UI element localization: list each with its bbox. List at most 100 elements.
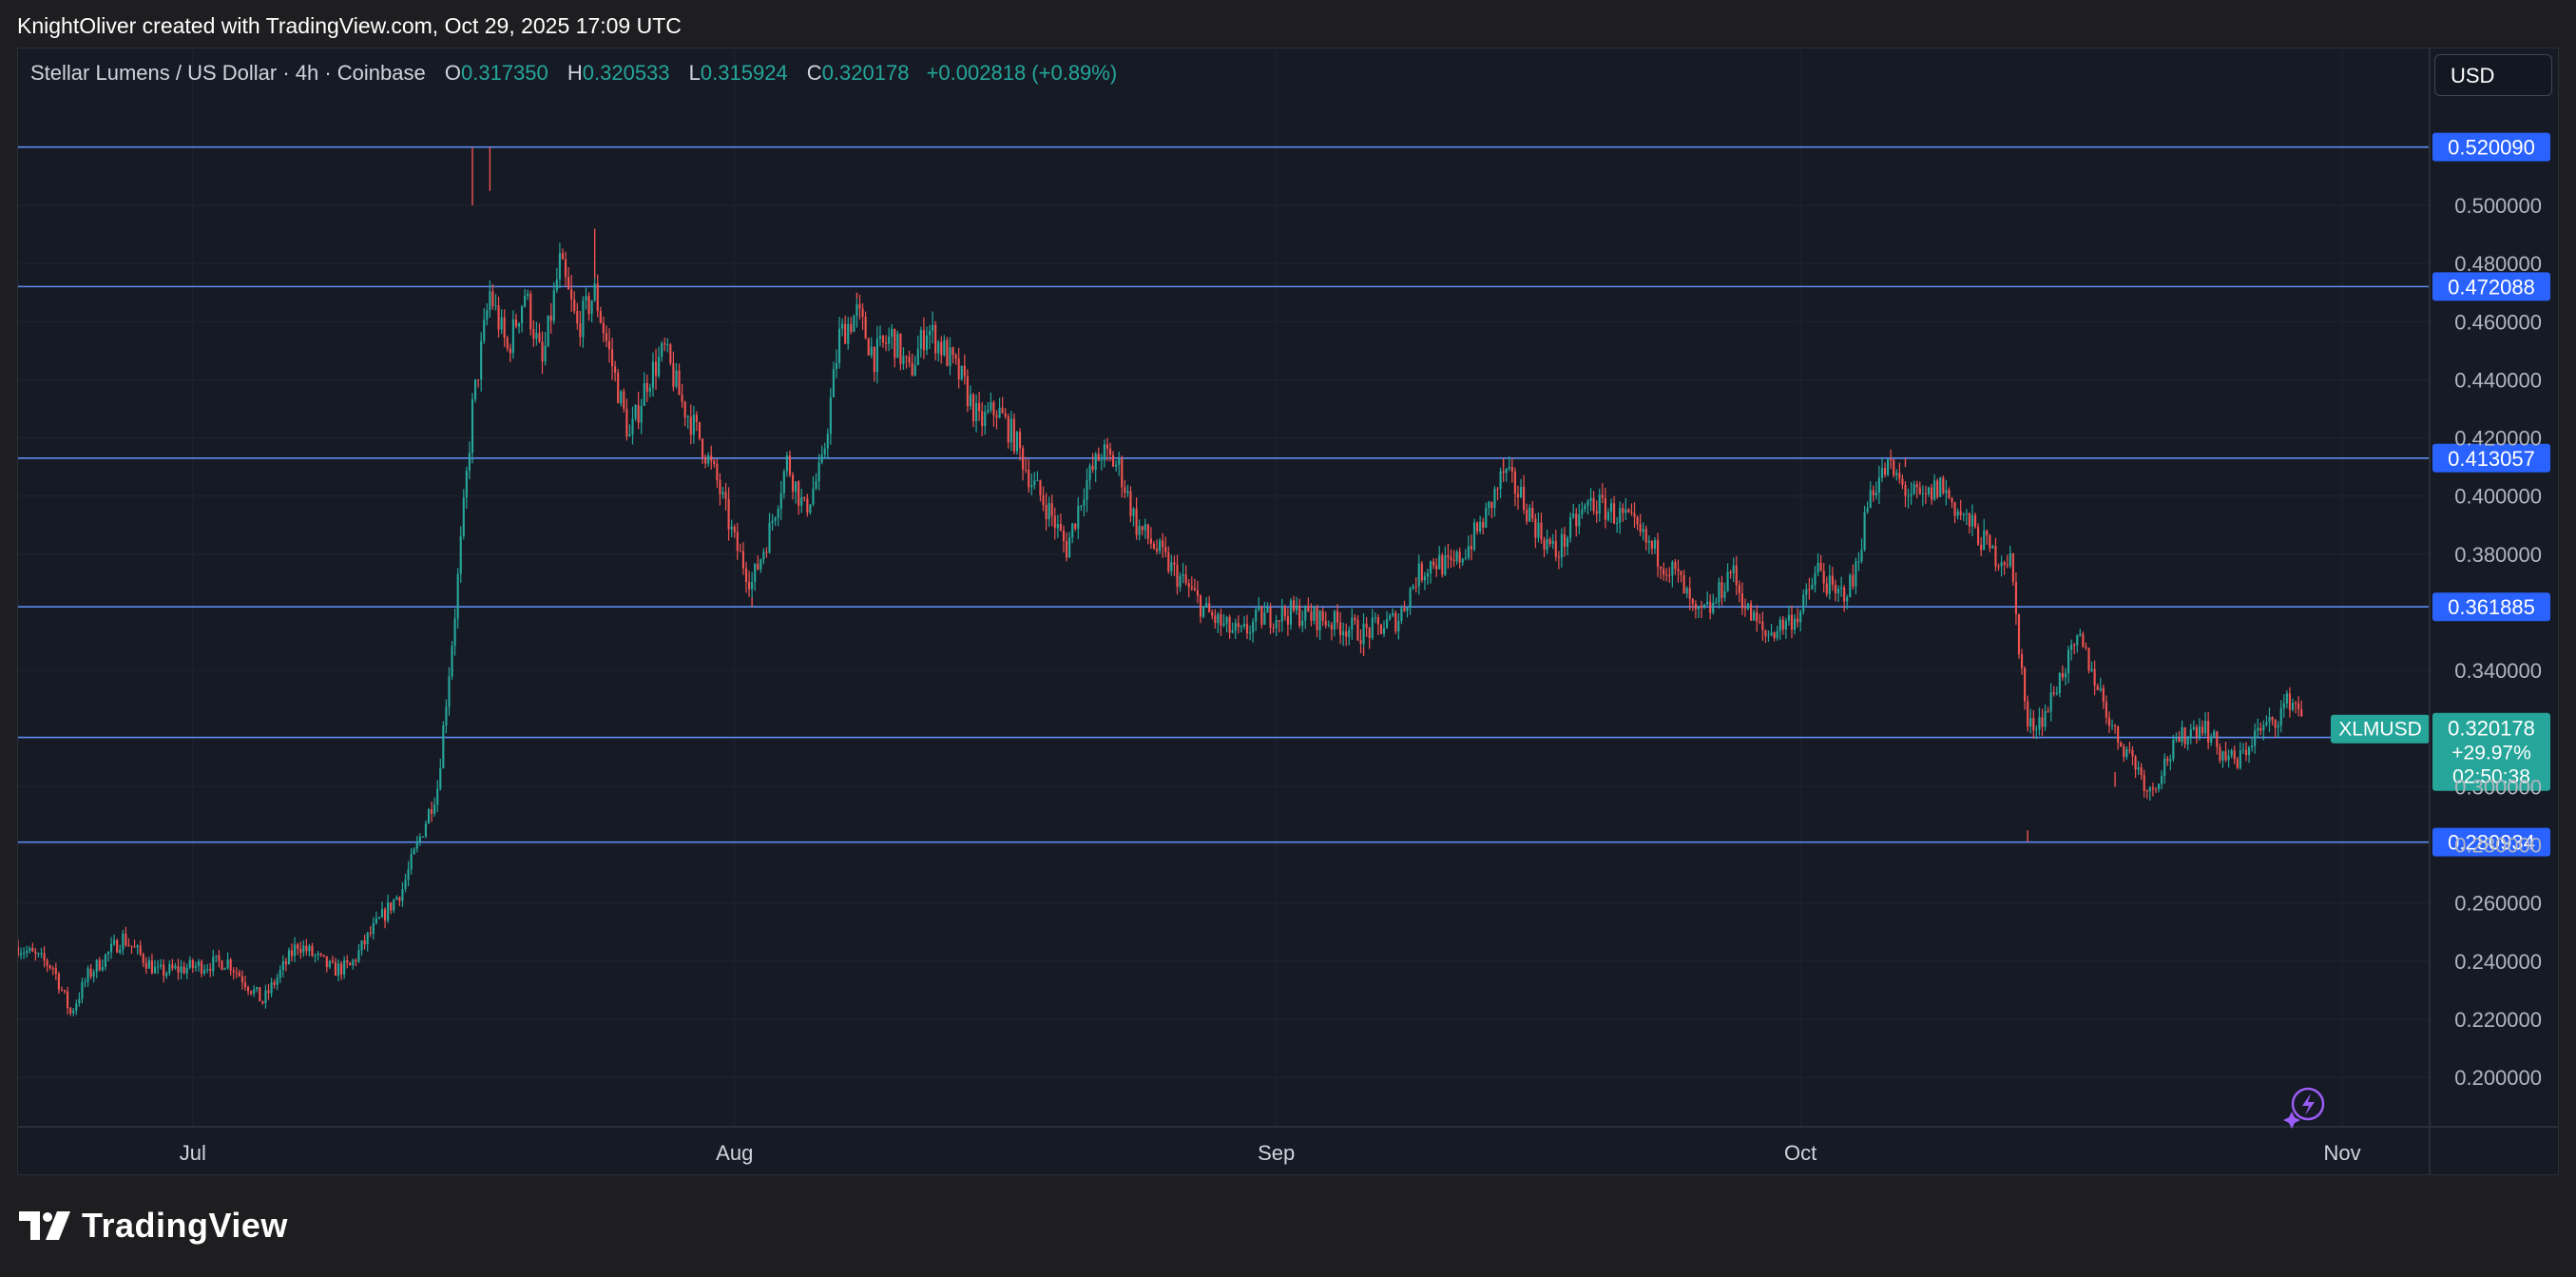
candle-body [1240,626,1242,628]
candle-body [78,998,81,1004]
candle-body [473,379,477,400]
candle-body [1115,464,1118,467]
candle-body [1578,513,1581,527]
y-tick-label: 0.420000 [2454,427,2542,451]
last-price-change: +29.97% [2451,743,2531,764]
candle-body [1718,582,1721,603]
candle-body [1228,616,1231,633]
candle-body [433,804,436,814]
candle-body [1193,588,1196,590]
candle-body [1866,508,1869,513]
candle-body [681,395,683,402]
candle-body [1505,468,1508,474]
candle-body [1753,611,1756,621]
candle-body [109,943,113,953]
candle-body [294,944,297,957]
candle-body [1750,603,1753,621]
candle-body [1050,503,1053,516]
candle-body [1691,599,1694,604]
candle-body [2154,788,2158,790]
candle-body [1890,459,1893,461]
candle-body [1409,589,1412,608]
candle-body [853,316,855,332]
candle-body [256,987,259,990]
candle-body [212,957,215,972]
candle-body [1572,513,1575,517]
candle-body [1100,460,1103,462]
y-tick-label: 0.440000 [2454,368,2542,392]
candle-body [555,279,558,291]
candle-body [380,909,384,918]
candle-body [1811,585,1814,590]
candle-body [1948,490,1951,498]
candle-body [2058,672,2061,694]
candle-body [383,909,387,921]
candle-body [1898,473,1901,479]
candle-body [1991,546,1994,549]
candle-body [1877,477,1880,493]
open-label: O [444,61,461,85]
candle-body [1482,521,1485,528]
candle-body [1668,574,1671,576]
candle-body [721,492,724,494]
candle-body [937,341,940,354]
candle-body [2239,750,2241,768]
candle-body [1860,550,1863,562]
lightning-icon[interactable] [2283,1087,2325,1129]
candle-body [2201,726,2204,734]
candle-body [1592,497,1595,512]
candle-body [1968,513,1970,527]
candle-body [1426,573,1430,577]
candle-body [1368,628,1371,639]
candle-body [398,897,401,901]
candle-body [235,972,238,974]
candle-body [19,953,23,956]
candle-body [1939,477,1942,497]
candle-body [270,982,273,994]
candle-body [2195,726,2198,737]
price-chart[interactable]: 0.5200900.4720880.4130570.3618850.316936… [18,48,2558,1174]
candle-body [1519,487,1523,498]
candle-body [1062,530,1066,542]
candle-body [349,962,352,966]
candle-body [340,963,343,975]
candle-body [1149,538,1152,544]
candle-body [823,448,826,455]
candle-body [226,958,229,969]
candle-body [250,991,253,994]
candle-body [468,453,471,472]
candle-body [1584,505,1586,510]
candle-body [2073,644,2076,646]
candle-body [401,888,404,901]
candle-body [1330,625,1333,630]
candle-body [2038,717,2041,730]
candle-body [963,365,966,377]
candle-body [1639,524,1642,532]
candle-body [57,974,60,990]
candle-body [2003,562,2006,566]
candle-body [1936,480,1939,497]
candle-body [1846,596,1849,602]
candle-body [1173,562,1176,565]
candle-body [605,333,608,341]
chart-panel[interactable]: 0.5200900.4720880.4130570.3618850.316936… [17,48,2559,1175]
candle-body [1973,514,1977,528]
candle-body [1910,493,1913,496]
candle-body [1217,613,1220,624]
candle-body [273,982,276,985]
currency-button[interactable]: USD [2434,54,2552,96]
candle-body [246,987,250,992]
candle-body [276,977,279,985]
candle-body [826,434,829,449]
candle-body [1904,484,1907,496]
candle-body [1318,610,1321,630]
candle-body [552,290,555,321]
candle-body [1179,575,1182,588]
candle-body [1994,546,1997,567]
candle-body [1362,623,1365,645]
candle-body [669,344,672,363]
candle-body [1560,533,1563,558]
candle-body [200,961,203,974]
last-price-tag [2432,712,2550,791]
candle-body [771,520,774,523]
